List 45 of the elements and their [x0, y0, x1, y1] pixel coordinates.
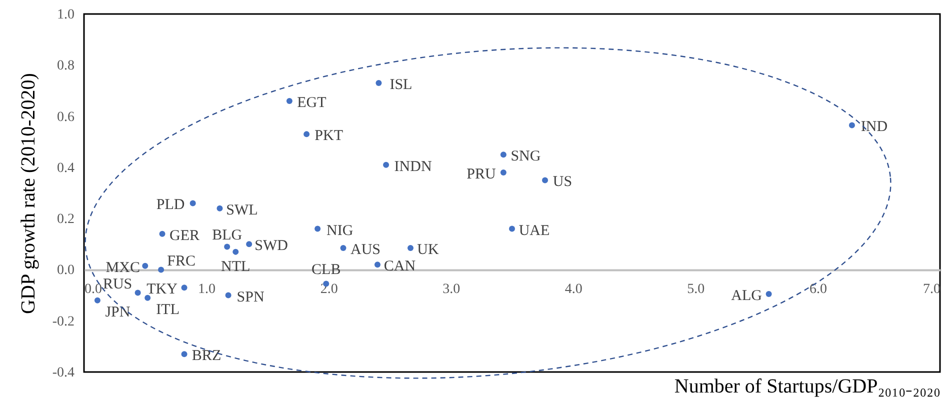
- series-label: PLD: [156, 197, 185, 214]
- series-label: PKT: [314, 128, 343, 144]
- x-tick-label: 3.0: [442, 282, 460, 298]
- series-label: INDN: [394, 158, 432, 175]
- y-tick-label: -0.4: [52, 366, 74, 380]
- series-label: SWL: [226, 202, 258, 218]
- series-label: SNG: [510, 148, 541, 165]
- y-axis-title: GDP growth rate (2010-2020): [17, 73, 40, 314]
- series-label: MXC: [106, 260, 140, 276]
- y-tick-label: 0.8: [57, 58, 74, 74]
- series-label: IND: [860, 119, 888, 136]
- y-tick-label: -0.2: [52, 314, 74, 330]
- series-label: JPN: [105, 304, 130, 320]
- series-label: EGT: [297, 94, 326, 111]
- series-label: UK: [417, 242, 439, 258]
- x-tick-label: 5.0: [687, 282, 705, 298]
- series-label: UAE: [518, 222, 550, 239]
- series-label: US: [552, 174, 572, 190]
- series-label: SPN: [236, 289, 264, 306]
- series-label: CLB: [312, 262, 341, 278]
- series-label: ITL: [156, 302, 180, 318]
- series-label: TKY: [146, 282, 178, 298]
- y-tick-label: 0.6: [57, 110, 74, 125]
- series-label: CAN: [384, 258, 416, 275]
- y-tick-label: 0.4: [57, 160, 74, 176]
- series-label: NTL: [221, 258, 250, 275]
- y-tick-label: 0.2: [57, 212, 74, 228]
- x-tick-label: 1.0: [198, 282, 216, 298]
- series-label: FRC: [167, 254, 196, 270]
- series-label: ISL: [390, 77, 412, 94]
- series-label: SWD: [254, 238, 288, 254]
- x-tick-label: 4.0: [564, 282, 582, 298]
- x-tick-label: 6.0: [809, 282, 827, 298]
- x-axis-title: Number of Startups/GDP₂₀₁₀₋₂₀₂₀: [674, 376, 941, 398]
- series-label: PRU: [466, 166, 496, 183]
- y-tick-label: 1.0: [57, 8, 74, 22]
- y-tick-label: 0.0: [57, 263, 74, 278]
- series-label: NIG: [326, 222, 354, 239]
- series-label: RUS: [102, 276, 132, 293]
- series-label: AUS: [350, 242, 381, 258]
- series-label: GER: [170, 228, 200, 244]
- series-label: BRZ: [192, 348, 222, 364]
- x-tick-label: 0.0: [84, 282, 102, 298]
- series-label: ALG: [731, 288, 762, 304]
- series-label: BLG: [212, 228, 242, 244]
